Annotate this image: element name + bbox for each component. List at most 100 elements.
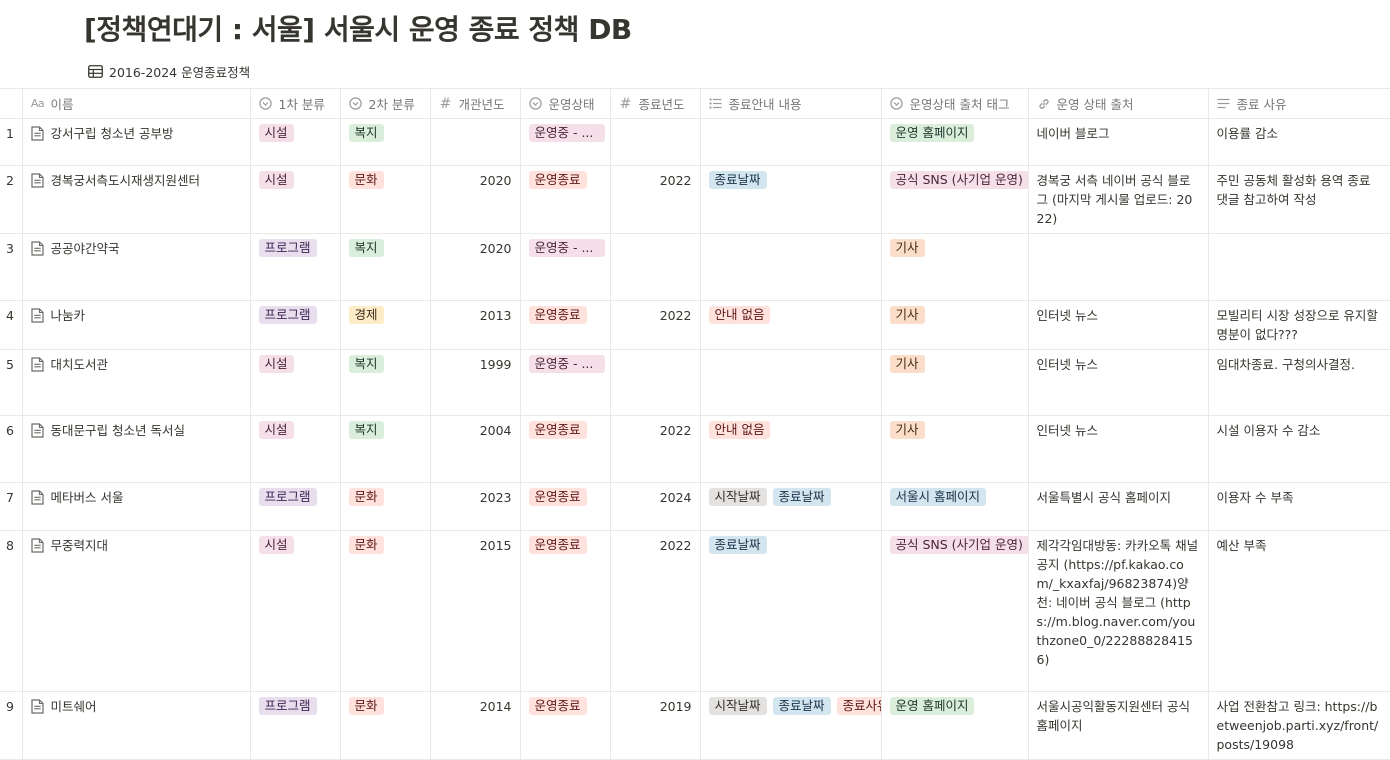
cell-status[interactable]: 운영종료	[520, 416, 610, 483]
cell-cat2[interactable]: 문화	[340, 483, 430, 531]
source-tag[interactable]: 서울시 홈페이지	[890, 488, 986, 506]
cell-cat2[interactable]: 문화	[340, 692, 430, 760]
cell-reason[interactable]: 사업 전환참고 링크: https://betweenjob.parti.xyz…	[1208, 692, 1390, 760]
source-tag[interactable]: 기사	[890, 421, 925, 439]
source-tag[interactable]: 공식 SNS (사기업 운영)	[890, 536, 1028, 554]
page-name[interactable]: 공공야간약국	[51, 239, 120, 258]
cat2-tag[interactable]: 경제	[349, 306, 384, 324]
cell-open-year[interactable]: 2013	[430, 301, 520, 350]
cell-status[interactable]: 운영중 - ...	[520, 119, 610, 166]
cat2-tag[interactable]: 복지	[349, 421, 384, 439]
cell-open-year[interactable]: 2015	[430, 531, 520, 692]
cell-source[interactable]	[1028, 234, 1208, 301]
status-tag[interactable]: 운영종료	[529, 488, 587, 506]
status-tag[interactable]: 운영종료	[529, 421, 587, 439]
notice-tag[interactable]: 종료날짜	[773, 488, 831, 506]
column-header-source-tag[interactable]: 운영상태 출처 태그	[881, 89, 1028, 119]
column-header-reason[interactable]: 종료 사유	[1208, 89, 1390, 119]
source-tag[interactable]: 기사	[890, 239, 925, 257]
cat2-tag[interactable]: 복지	[349, 239, 384, 257]
cell-end-year[interactable]	[610, 234, 700, 301]
cell-open-year[interactable]: 2020	[430, 234, 520, 301]
cat2-tag[interactable]: 문화	[349, 488, 384, 506]
cell-source-tag[interactable]: 기사	[881, 301, 1028, 350]
cell-end-year[interactable]	[610, 350, 700, 416]
column-header-end-year[interactable]: #종료년도	[610, 89, 700, 119]
column-header-source[interactable]: 운영 상태 출처	[1028, 89, 1208, 119]
source-tag[interactable]: 기사	[890, 306, 925, 324]
column-header-cat2[interactable]: 2차 분류	[340, 89, 430, 119]
column-header-cat1[interactable]: 1차 분류	[250, 89, 340, 119]
column-header-open-year[interactable]: #개관년도	[430, 89, 520, 119]
cell-name[interactable]: 강서구립 청소년 공부방	[22, 119, 250, 166]
cell-cat2[interactable]: 문화	[340, 531, 430, 692]
cell-cat2[interactable]: 경제	[340, 301, 430, 350]
notice-tag[interactable]: 종료날짜	[709, 171, 767, 189]
cell-reason[interactable]	[1208, 234, 1390, 301]
cell-open-year[interactable]: 2020	[430, 166, 520, 234]
source-tag[interactable]: 운영 홈페이지	[890, 124, 975, 142]
cell-notice[interactable]: 시작날짜종료날짜종료사유	[700, 692, 881, 760]
cell-cat2[interactable]: 복지	[340, 350, 430, 416]
cell-notice[interactable]	[700, 234, 881, 301]
cell-source[interactable]: 인터넷 뉴스	[1028, 416, 1208, 483]
cell-reason[interactable]: 모빌리티 시장 성장으로 유지할 명분이 없다???	[1208, 301, 1390, 350]
notice-tag[interactable]: 안내 없음	[709, 306, 771, 324]
view-tab[interactable]: 2016-2024 운영종료정책	[88, 60, 250, 82]
status-tag[interactable]: 운영중 - ...	[529, 124, 605, 142]
page-name[interactable]: 메타버스 서울	[51, 488, 124, 507]
cell-end-year[interactable]	[610, 119, 700, 166]
cell-status[interactable]: 운영종료	[520, 531, 610, 692]
cell-status[interactable]: 운영종료	[520, 301, 610, 350]
cat1-tag[interactable]: 프로그램	[259, 697, 317, 715]
cell-cat1[interactable]: 프로그램	[250, 301, 340, 350]
cat1-tag[interactable]: 시설	[259, 536, 294, 554]
page-name[interactable]: 강서구립 청소년 공부방	[51, 124, 174, 143]
page-name[interactable]: 나눔카	[51, 306, 86, 325]
source-tag[interactable]: 운영 홈페이지	[890, 697, 975, 715]
cell-cat1[interactable]: 프로그램	[250, 692, 340, 760]
cell-end-year[interactable]: 2022	[610, 531, 700, 692]
status-tag[interactable]: 운영중 - ...	[529, 355, 605, 373]
cell-name[interactable]: 공공야간약국	[22, 234, 250, 301]
cell-notice[interactable]: 안내 없음	[700, 301, 881, 350]
status-tag[interactable]: 운영종료	[529, 306, 587, 324]
cat1-tag[interactable]: 시설	[259, 124, 294, 142]
cell-cat1[interactable]: 시설	[250, 166, 340, 234]
cat2-tag[interactable]: 복지	[349, 124, 384, 142]
cell-source[interactable]: 서울특별시 공식 홈페이지	[1028, 483, 1208, 531]
cell-end-year[interactable]: 2024	[610, 483, 700, 531]
source-tag[interactable]: 기사	[890, 355, 925, 373]
page-name[interactable]: 미트쉐어	[51, 697, 97, 716]
cell-notice[interactable]: 종료날짜	[700, 166, 881, 234]
cell-name[interactable]: 경복궁서측도시재생지원센터	[22, 166, 250, 234]
cell-cat1[interactable]: 프로그램	[250, 483, 340, 531]
cell-source[interactable]: 제각각임대방동: 카카오톡 채널 공지 (https://pf.kakao.co…	[1028, 531, 1208, 692]
source-tag[interactable]: 공식 SNS (사기업 운영)	[890, 171, 1028, 189]
cell-status[interactable]: 운영중 - ...	[520, 234, 610, 301]
cell-reason[interactable]: 이용률 감소	[1208, 119, 1390, 166]
cell-cat1[interactable]: 시설	[250, 531, 340, 692]
cell-cat1[interactable]: 프로그램	[250, 234, 340, 301]
cell-name[interactable]: 나눔카	[22, 301, 250, 350]
notice-tag[interactable]: 시작날짜	[709, 488, 767, 506]
cat1-tag[interactable]: 프로그램	[259, 239, 317, 257]
cat1-tag[interactable]: 시설	[259, 355, 294, 373]
cell-open-year[interactable]: 2004	[430, 416, 520, 483]
cell-source[interactable]: 인터넷 뉴스	[1028, 350, 1208, 416]
cell-name[interactable]: 메타버스 서울	[22, 483, 250, 531]
cell-open-year[interactable]: 2023	[430, 483, 520, 531]
cell-cat1[interactable]: 시설	[250, 119, 340, 166]
cell-name[interactable]: 대치도서관	[22, 350, 250, 416]
column-header-notice[interactable]: 종료안내 내용	[700, 89, 881, 119]
status-tag[interactable]: 운영종료	[529, 171, 587, 189]
cell-open-year[interactable]: 1999	[430, 350, 520, 416]
cell-status[interactable]: 운영종료	[520, 166, 610, 234]
page-name[interactable]: 동대문구립 청소년 독서실	[51, 421, 185, 440]
